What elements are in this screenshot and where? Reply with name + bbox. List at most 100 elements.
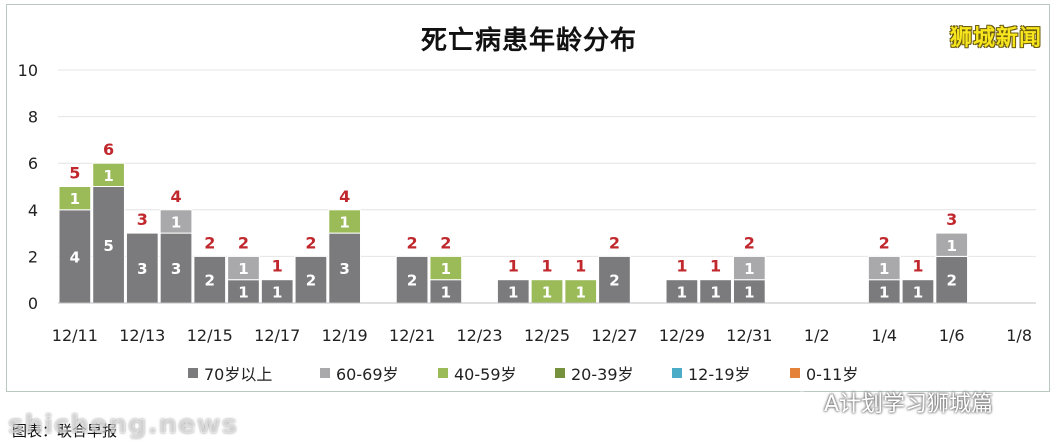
legend-item-70plus: 70岁以上 — [188, 361, 272, 385]
total-value-label: 1 — [912, 257, 923, 276]
total-value-label: 2 — [407, 233, 418, 252]
segment-value-label: 1 — [576, 283, 586, 301]
segment-value-label: 2 — [407, 272, 417, 290]
chart-frame — [6, 4, 1050, 392]
total-value-label: 2 — [879, 233, 890, 252]
legend-swatch — [320, 368, 330, 378]
total-value-label: 2 — [204, 233, 215, 252]
bar-segment — [159, 232, 193, 304]
segment-value-label: 1 — [339, 213, 349, 231]
wechat-watermark: A计划学习狮城篇 — [792, 386, 993, 418]
x-tick-label: 12/11 — [52, 326, 98, 345]
x-tick-label: 12/19 — [322, 326, 368, 345]
segment-value-label: 1 — [272, 283, 282, 301]
segment-value-label: 1 — [542, 283, 552, 301]
segment-value-label: 1 — [677, 283, 687, 301]
x-tick-label: 1/8 — [1006, 326, 1032, 345]
y-tick-label: 8 — [28, 108, 38, 127]
segment-value-label: 1 — [70, 190, 80, 208]
total-value-label: 1 — [575, 257, 586, 276]
segment-value-label: 1 — [103, 167, 113, 185]
segment-value-label: 3 — [137, 260, 147, 278]
segment-value-label: 3 — [171, 260, 181, 278]
legend-item-40-59: 40-59岁 — [438, 361, 517, 385]
x-tick-label: 1/2 — [804, 326, 830, 345]
x-tick-label: 1/6 — [939, 326, 965, 345]
segment-value-label: 1 — [744, 260, 754, 278]
bar-segment — [429, 255, 463, 281]
x-tick-label: 12/25 — [524, 326, 570, 345]
x-tick-label: 12/31 — [726, 326, 772, 345]
segment-value-label: 2 — [609, 272, 619, 290]
segment-value-label: 1 — [879, 283, 889, 301]
legend-label: 70岁以上 — [204, 365, 273, 384]
bar-segment — [92, 162, 125, 187]
total-value-label: 2 — [440, 233, 451, 252]
gridlines — [58, 69, 1036, 257]
y-tick-label: 6 — [28, 154, 38, 173]
bar-segment — [732, 255, 766, 281]
legend-label: 12-19岁 — [688, 365, 751, 384]
bar-segment — [867, 255, 901, 281]
total-value-label: 1 — [676, 257, 687, 276]
segment-value-label: 2 — [946, 272, 956, 290]
y-tick-label: 2 — [28, 247, 38, 266]
total-value-label: 1 — [541, 257, 552, 276]
legend-item-0-11: 0-11岁 — [790, 361, 858, 385]
y-tick-label: 10 — [18, 61, 38, 80]
watermark-text: A计划学习狮城篇 — [824, 392, 994, 417]
total-value-label: 4 — [170, 187, 181, 206]
segment-value-label: 1 — [238, 260, 248, 278]
total-value-label: 1 — [272, 257, 283, 276]
segment-value-label: 5 — [103, 237, 113, 255]
segment-value-label: 1 — [441, 260, 451, 278]
x-tick-label: 12/13 — [119, 326, 165, 345]
chart-title: 死亡病患年龄分布 — [420, 26, 637, 56]
segment-value-label: 1 — [879, 260, 889, 278]
bar-segment — [294, 255, 328, 304]
x-tick-label: 12/29 — [659, 326, 705, 345]
y-tick-label: 4 — [28, 201, 38, 220]
bar-segment — [328, 209, 362, 234]
legend-item-12-19: 12-19岁 — [672, 361, 751, 385]
x-tick-label: 12/21 — [389, 326, 435, 345]
legend-swatch — [188, 368, 198, 378]
total-value-label: 2 — [238, 233, 249, 252]
bar-segment — [58, 186, 92, 211]
figure-caption: 图表：联合早报 — [12, 422, 118, 440]
total-value-label: 2 — [305, 233, 316, 252]
total-value-label: 2 — [609, 233, 620, 252]
legend-swatch — [555, 368, 565, 378]
segment-value-label: 2 — [306, 272, 316, 290]
segment-value-label: 1 — [913, 283, 923, 301]
segment-value-label: 1 — [441, 283, 451, 301]
total-value-label: 6 — [103, 140, 114, 159]
x-tick-label: 12/15 — [187, 326, 233, 345]
site-watermark: shicheng.news — [8, 410, 239, 440]
legend-label: 60-69岁 — [336, 365, 399, 384]
segment-value-label: 1 — [238, 283, 248, 301]
total-value-label: 3 — [946, 210, 957, 229]
x-tick-label: 12/23 — [456, 326, 502, 345]
total-value-label: 3 — [137, 210, 148, 229]
segment-value-label: 3 — [339, 260, 349, 278]
x-tick-label: 12/17 — [254, 326, 300, 345]
total-value-label: 1 — [710, 257, 721, 276]
legend-swatch — [438, 368, 448, 378]
segment-value-label: 1 — [744, 283, 754, 301]
segment-value-label: 1 — [946, 237, 956, 255]
total-value-label: 5 — [69, 164, 80, 183]
bar-segment — [159, 209, 193, 234]
total-value-label: 4 — [339, 187, 350, 206]
wechat-icon — [792, 391, 818, 412]
legend-label: 20-39岁 — [571, 365, 634, 384]
legend-label: 0-11岁 — [806, 365, 859, 384]
legend-swatch — [790, 368, 800, 378]
bar-segment — [227, 255, 260, 281]
y-tick-label: 0 — [28, 294, 38, 313]
total-value-label: 2 — [744, 233, 755, 252]
legend-swatch — [672, 368, 682, 378]
legend-item-20-39: 20-39岁 — [555, 361, 634, 385]
bar-segment — [92, 186, 125, 304]
